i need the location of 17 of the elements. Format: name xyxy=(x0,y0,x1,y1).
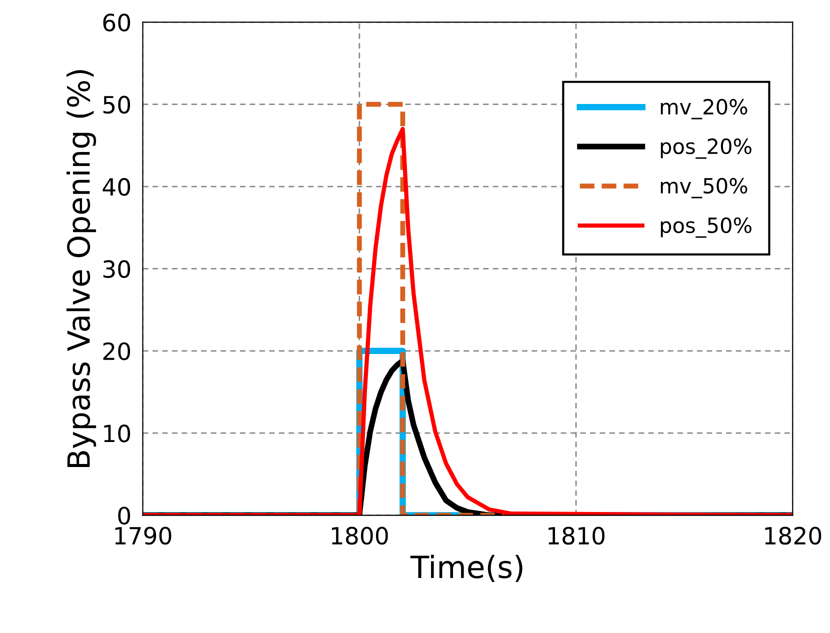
y-tick-label: 10 xyxy=(104,424,130,442)
y-tick-label: 0 xyxy=(118,506,130,525)
x-axis-title: Time(s) xyxy=(410,554,522,582)
legend-label: mv_20% xyxy=(660,98,748,120)
y-tick-label: 50 xyxy=(103,96,130,114)
y-tick-label: 30 xyxy=(103,260,130,278)
y-axis-title: Bypass Valve Opening (%) xyxy=(66,70,96,467)
y-tick-label: 20 xyxy=(103,342,130,360)
x-tick-label: 1790 xyxy=(115,526,172,545)
x-tick-label: 1820 xyxy=(765,526,822,545)
legend-label: pos_20% xyxy=(660,138,752,159)
x-tick-label: 1800 xyxy=(332,526,388,545)
y-tick-label: 60 xyxy=(103,14,130,32)
legend-label: pos_50% xyxy=(660,217,752,238)
y-tick-label: 40 xyxy=(102,178,130,196)
legend-label: mv_50% xyxy=(660,178,748,198)
x-tick-label: 1810 xyxy=(548,526,604,545)
